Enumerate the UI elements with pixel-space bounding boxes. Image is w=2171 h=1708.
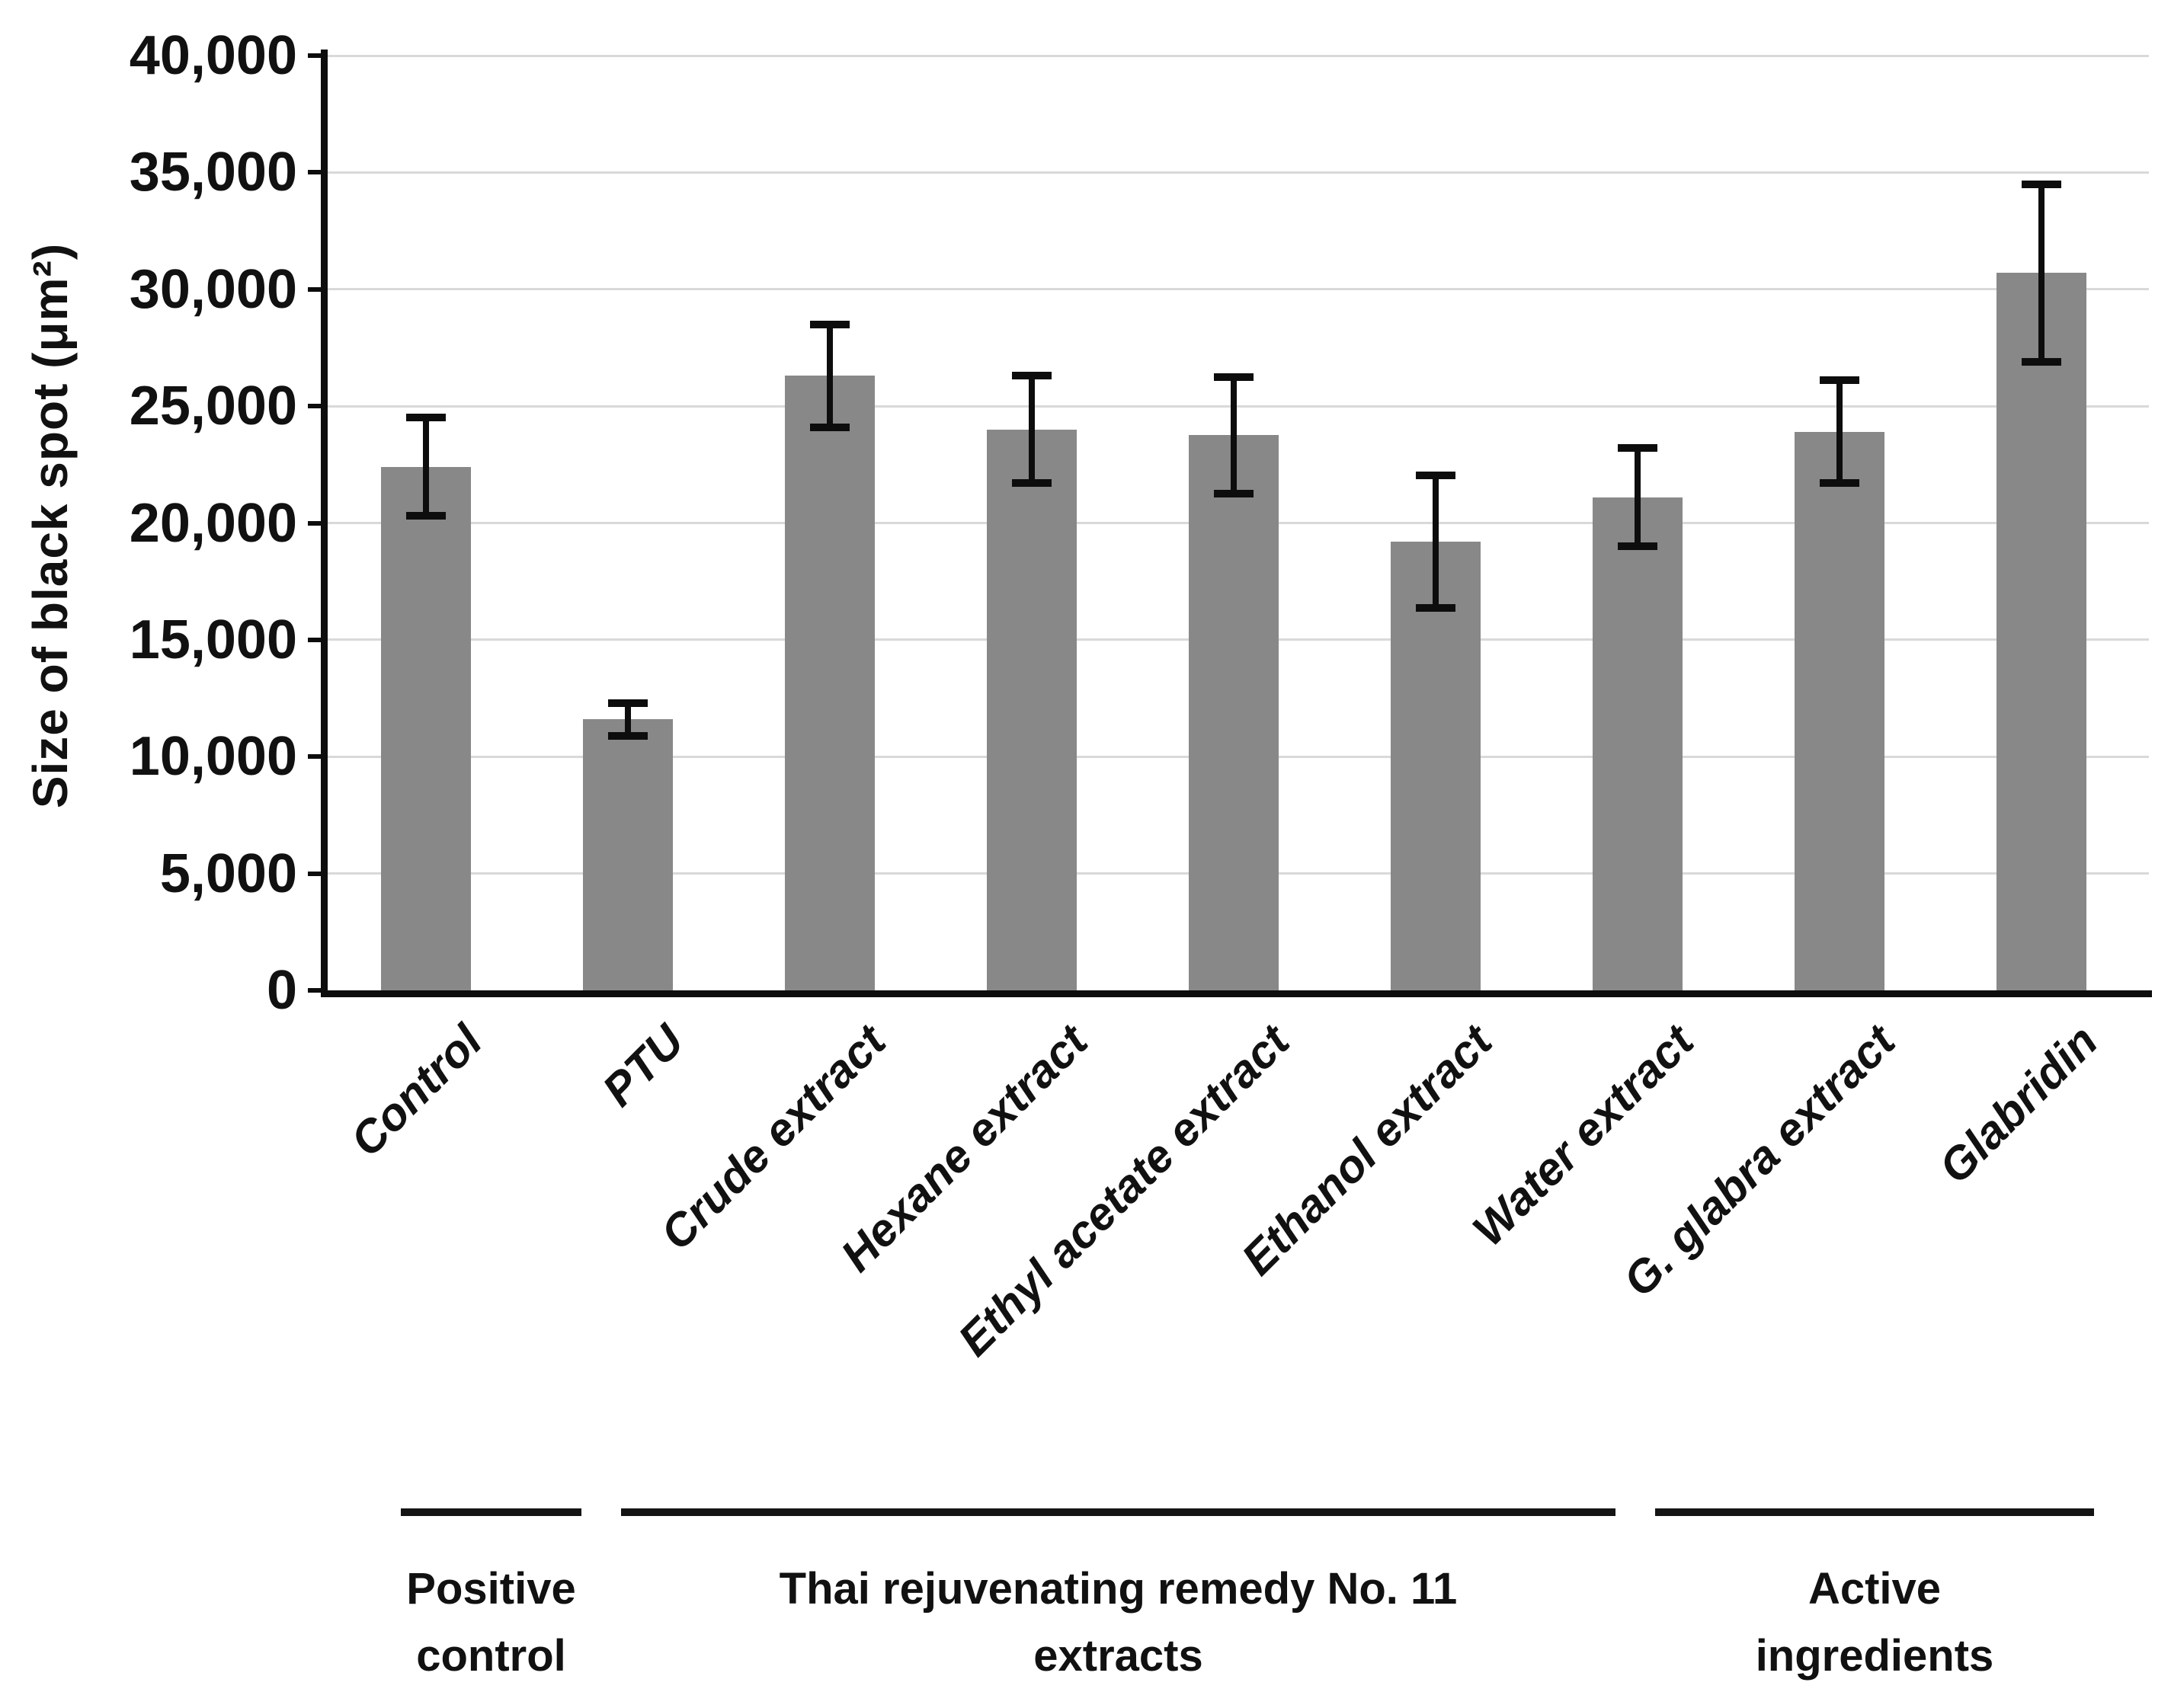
y-axis-tick-10000 — [308, 754, 328, 760]
group-label-line: Thai rejuvenating remedy No. 11 — [779, 1564, 1458, 1614]
error-bar-stem — [423, 417, 429, 517]
y-tick-label-35000: 35,000 — [129, 142, 297, 203]
bar-ptu — [583, 719, 673, 990]
group-rule-0 — [401, 1508, 581, 1516]
error-bar-cap-bottom — [2022, 357, 2061, 366]
group-label-line: control — [416, 1631, 566, 1681]
error-bar-stem — [1635, 448, 1641, 547]
y-tick-label-5000: 5,000 — [159, 843, 297, 904]
y-tick-label-25000: 25,000 — [129, 376, 297, 437]
bar-ethyl-acetate-extract — [1189, 435, 1279, 990]
bar-g-glabra-extract — [1795, 431, 1884, 990]
bar-crude-extract — [785, 376, 875, 990]
bar-glabridin — [1996, 273, 2086, 990]
group-label-line: ingredients — [1755, 1631, 1994, 1681]
error-bar-cap-bottom — [1012, 479, 1052, 488]
y-tick-label-0: 0 — [266, 960, 297, 1021]
error-bar-cap-bottom — [1618, 542, 1657, 551]
bar-ethanol-extract — [1391, 542, 1481, 990]
group-label-2: Active ingredients — [1655, 1556, 2094, 1690]
error-bar-cap-bottom — [1416, 604, 1455, 613]
error-bar-stem — [2038, 184, 2045, 362]
x-axis-line — [321, 990, 2152, 997]
y-axis-tick-5000 — [308, 871, 328, 876]
y-axis-tick-25000 — [308, 404, 328, 409]
error-bar-cap-top — [1214, 373, 1254, 381]
error-bar-stem — [827, 324, 833, 427]
y-axis-tick-30000 — [308, 286, 328, 292]
gridline-40000 — [328, 54, 2149, 57]
x-category-label: Glabridin — [1929, 1015, 2107, 1194]
group-label-0: Positive control — [401, 1556, 581, 1690]
error-bar-cap-bottom — [608, 731, 648, 740]
error-bar-cap-top — [406, 414, 446, 422]
error-bar-stem — [625, 702, 631, 736]
y-axis-tick-20000 — [308, 520, 328, 526]
error-bar-cap-top — [1820, 376, 1859, 385]
y-tick-label-20000: 20,000 — [129, 492, 297, 554]
error-bar-stem — [1029, 376, 1035, 484]
x-category-label: Ethyl acetate extract — [948, 1015, 1299, 1366]
y-axis-tick-0 — [308, 988, 328, 993]
group-rule-1 — [621, 1508, 1615, 1516]
gridline-25000 — [328, 405, 2149, 408]
group-label-line: extracts — [1033, 1631, 1203, 1681]
error-bar-cap-top — [810, 320, 850, 328]
bar-water-extract — [1593, 497, 1683, 990]
y-tick-label-10000: 10,000 — [129, 726, 297, 788]
error-bar-stem — [1433, 475, 1439, 609]
group-label-line: Active — [1808, 1564, 1942, 1614]
error-bar-stem — [1836, 380, 1843, 484]
group-label-1: Thai rejuvenating remedy No. 11 extracts — [621, 1556, 1615, 1690]
y-tick-label-40000: 40,000 — [129, 25, 297, 86]
bar-control — [381, 466, 471, 990]
y-axis-tick-15000 — [308, 637, 328, 642]
error-bar-cap-bottom — [406, 512, 446, 520]
y-axis-line — [321, 50, 328, 997]
error-bar-cap-top — [1618, 444, 1657, 453]
y-axis-tick-40000 — [308, 53, 328, 58]
error-bar-cap-top — [1012, 372, 1052, 380]
group-rule-2 — [1655, 1508, 2094, 1516]
y-tick-label-30000: 30,000 — [129, 258, 297, 320]
error-bar-cap-bottom — [810, 423, 850, 431]
bar-hexane-extract — [987, 429, 1077, 990]
error-bar-stem — [1231, 376, 1237, 494]
error-bar-cap-top — [608, 699, 648, 707]
gridline-35000 — [328, 171, 2149, 174]
error-bar-cap-top — [2022, 180, 2061, 188]
x-category-label: PTU — [592, 1015, 693, 1116]
y-tick-label-15000: 15,000 — [129, 609, 297, 670]
y-axis-tick-35000 — [308, 170, 328, 175]
error-bar-cap-top — [1416, 471, 1455, 479]
error-bar-cap-bottom — [1820, 479, 1859, 488]
gridline-30000 — [328, 288, 2149, 291]
error-bar-cap-bottom — [1214, 490, 1254, 498]
group-label-line: Positive — [406, 1564, 576, 1614]
x-category-label: Control — [340, 1015, 492, 1166]
